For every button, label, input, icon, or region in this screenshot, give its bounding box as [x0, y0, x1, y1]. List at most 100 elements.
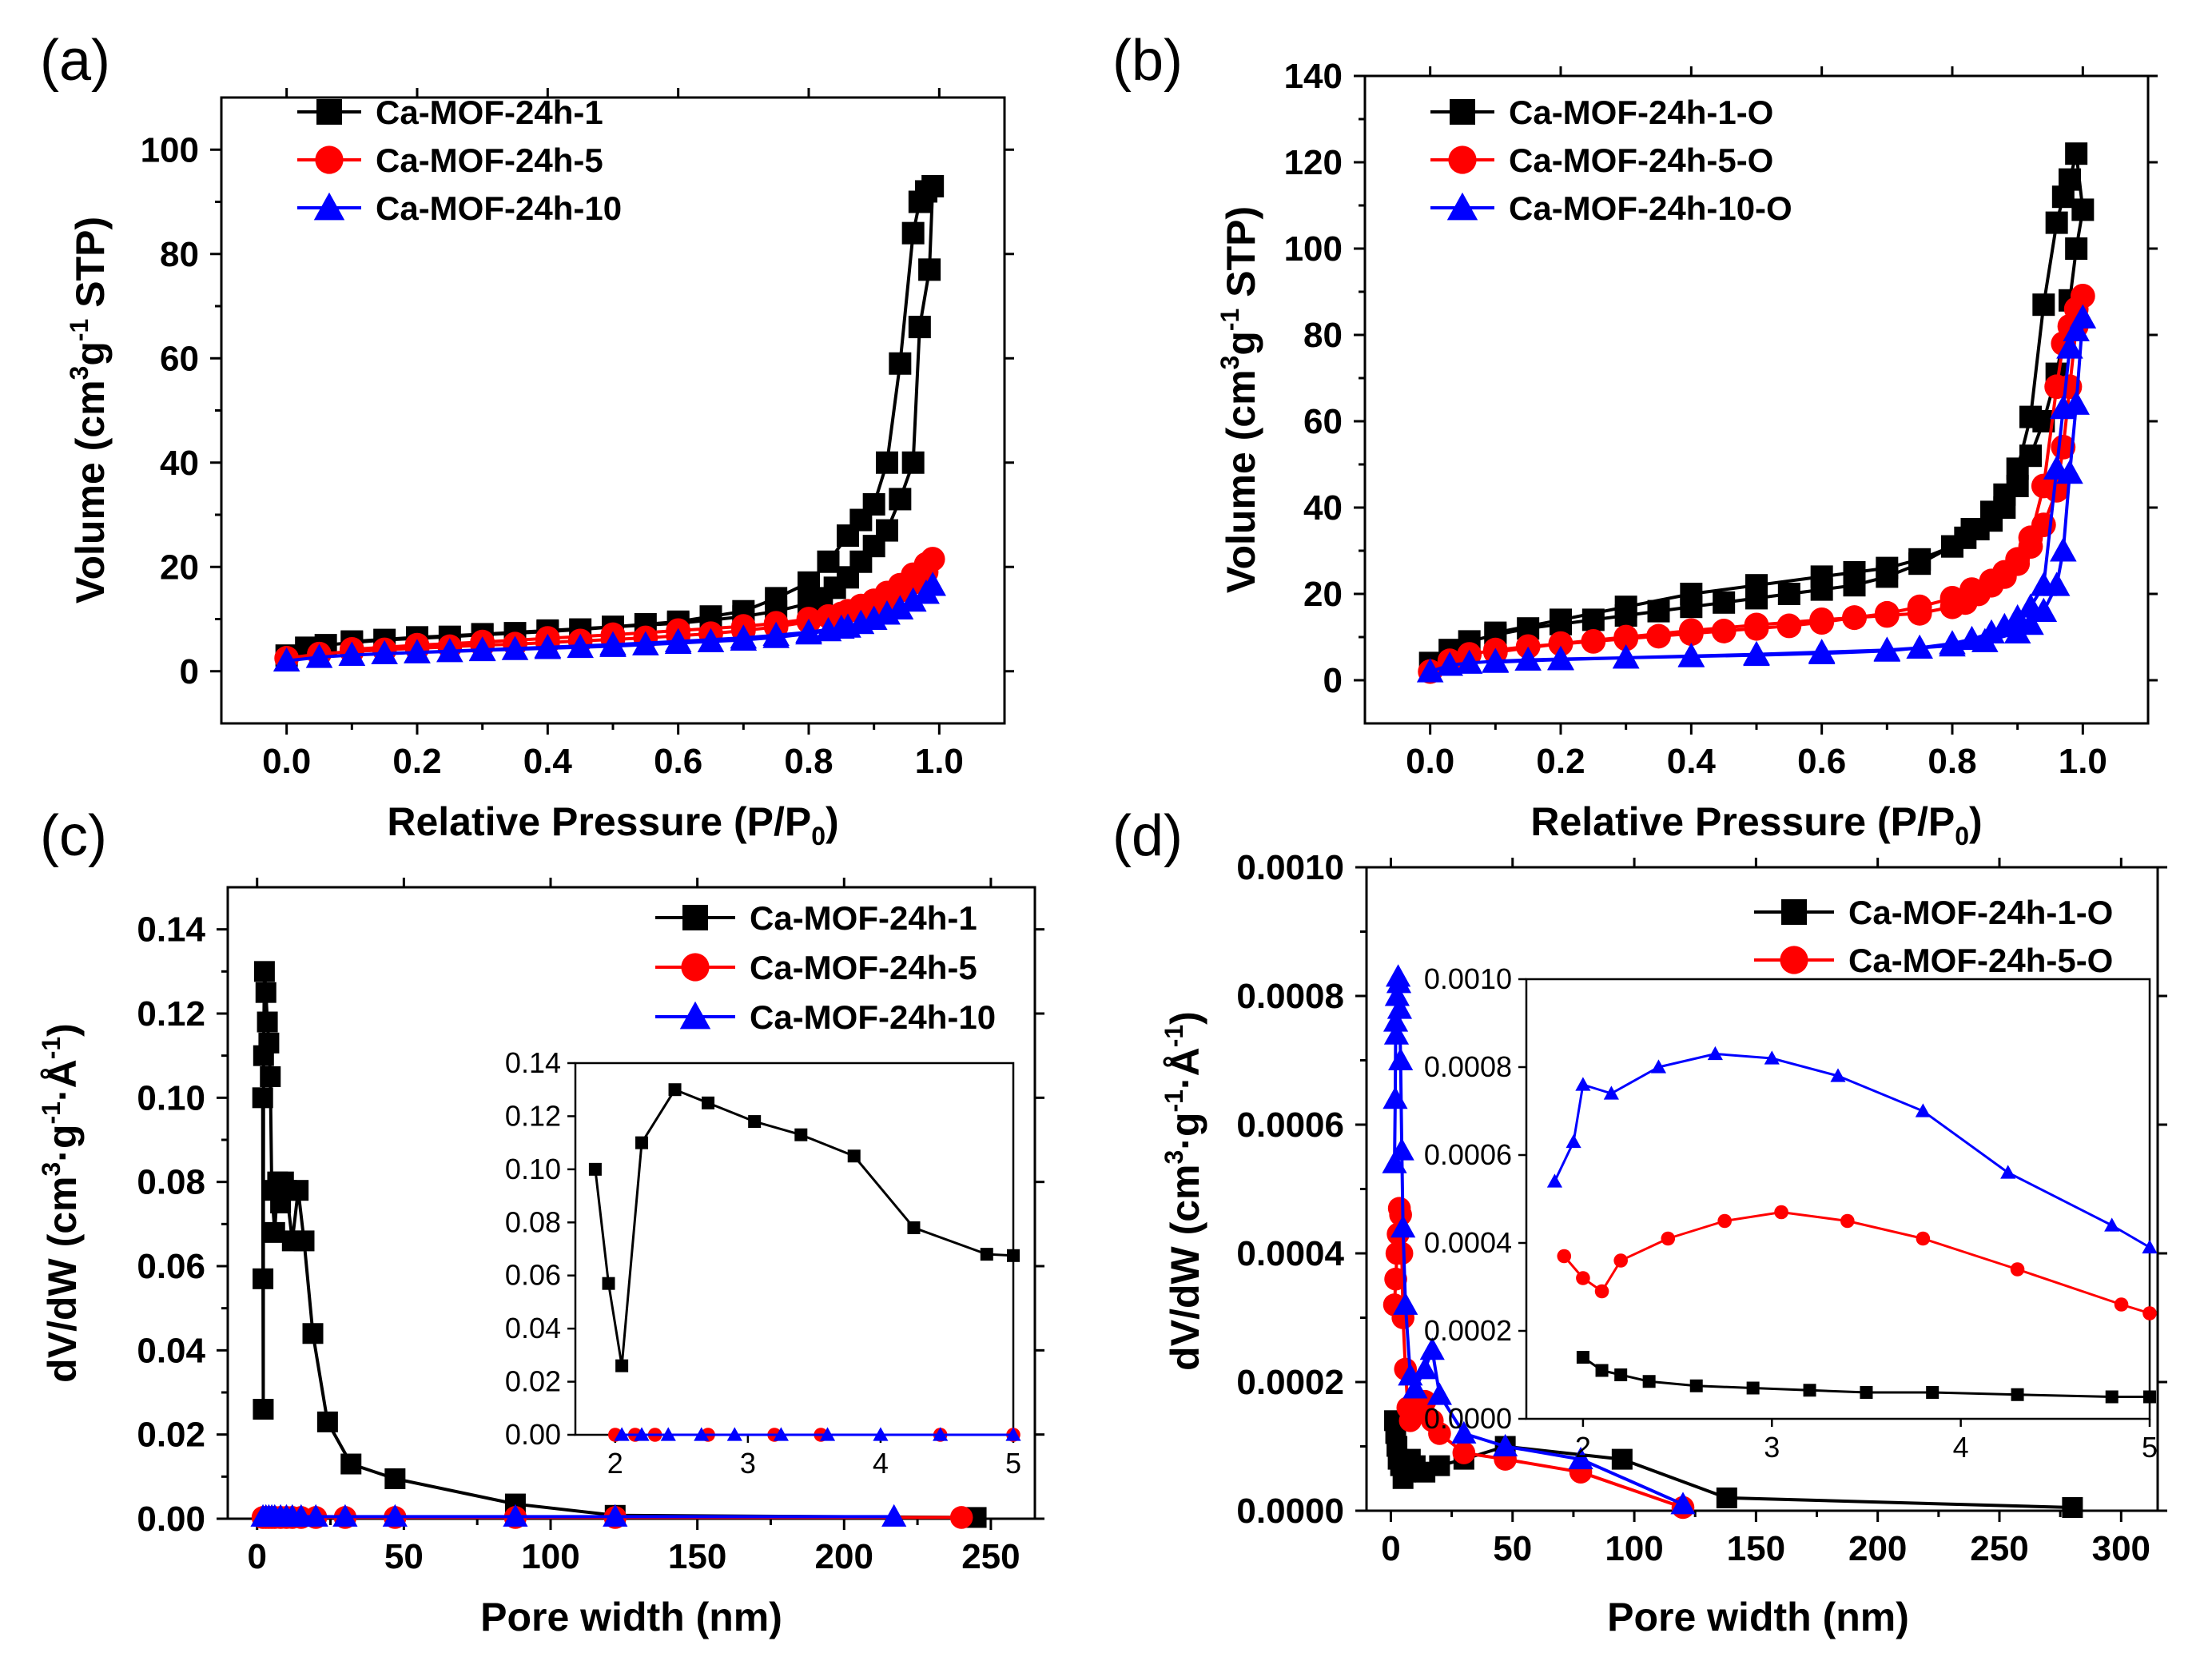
data-point — [1906, 634, 1933, 659]
inset-data-point — [2114, 1297, 2129, 1312]
y-tick-label: 20 — [160, 548, 199, 587]
data-point — [817, 550, 840, 573]
data-point — [1547, 646, 1574, 671]
data-point — [382, 1504, 408, 1527]
data-point — [260, 1066, 281, 1087]
inset-data-point — [1707, 1046, 1723, 1061]
y-tick-label: 60 — [1303, 402, 1343, 441]
data-point — [889, 488, 912, 511]
y-tick-label: 0.06 — [137, 1247, 205, 1286]
data-point — [1436, 651, 1463, 676]
data-point — [332, 1504, 358, 1527]
data-point — [1383, 1022, 1410, 1045]
inset-y-tick-label: 0.0010 — [1424, 962, 1512, 995]
inset-y-tick-label: 0.0002 — [1424, 1314, 1512, 1347]
inset-y-tick-label: 0.0008 — [1424, 1050, 1512, 1083]
y-tick-label: 0.08 — [137, 1163, 205, 1202]
data-point — [1568, 1447, 1593, 1470]
inset-data-point — [2143, 1390, 2156, 1404]
data-point — [949, 1506, 973, 1529]
data-point — [1670, 1492, 1696, 1515]
x-tick-label: 0 — [1381, 1529, 1400, 1568]
inset-x-tick-label: 4 — [873, 1447, 889, 1480]
legend-marker — [1781, 899, 1807, 925]
data-point — [1412, 1356, 1438, 1380]
data-point — [2018, 534, 2043, 559]
legend-label: Ca-MOF-24h-5-O — [1848, 942, 2113, 979]
x-tick-label: 100 — [1605, 1529, 1663, 1568]
data-point — [1647, 599, 1670, 623]
inset-data-point — [1575, 1077, 1591, 1091]
inset-series-line — [594, 1088, 1014, 1368]
data-point — [1971, 627, 1999, 652]
y-tick-label: 0.04 — [137, 1331, 205, 1370]
y-tick-label: 0.00 — [137, 1500, 205, 1539]
inset-data-point — [794, 1128, 808, 1141]
panel-a: 0.0 0.2 0.4 0.6 0.8 1.0 0 20 40 60 80 100 (a) Relativ… — [40, 29, 1014, 850]
data-point — [913, 580, 940, 604]
data-point — [340, 1453, 362, 1475]
data-point — [2044, 478, 2070, 503]
panel-c: 0 50 100 150 200 250 0.00 0.02 0.04 0.06 0.08 0.10 0… — [37, 804, 1044, 1639]
data-point — [1939, 632, 1966, 657]
data-point — [371, 639, 398, 665]
data-point — [1389, 1203, 1412, 1226]
inset-x-tick-label: 4 — [1953, 1431, 1969, 1464]
data-point — [1482, 648, 1510, 673]
inset-data-point — [634, 1427, 650, 1441]
data-point — [2030, 597, 2058, 623]
legend-marker — [316, 99, 342, 125]
data-point — [288, 1180, 309, 1201]
inset-data-point — [702, 1096, 715, 1109]
inset-data-point — [1689, 1379, 1703, 1392]
data-point — [664, 627, 692, 652]
x-tick-label: 150 — [668, 1537, 726, 1576]
data-point — [881, 1504, 907, 1527]
inset-data-point — [773, 1427, 789, 1441]
inset-data-point — [635, 1136, 649, 1149]
inset-data-point — [1614, 1368, 1628, 1381]
data-point — [2045, 211, 2068, 234]
data-point — [918, 258, 941, 281]
inset-x-tick-label: 5 — [2142, 1431, 2158, 1464]
data-point — [2056, 460, 2083, 484]
data-point — [1745, 574, 1768, 597]
inset-data-point — [873, 1427, 889, 1441]
x-tick-label: 0.2 — [1536, 742, 1585, 781]
data-point — [697, 627, 725, 652]
inset-y-tick-label: 0.14 — [505, 1046, 561, 1079]
panel-label: (d) — [1112, 804, 1183, 868]
data-point — [1550, 608, 1572, 631]
legend-marker — [1780, 946, 1808, 974]
inset-data-point — [694, 1427, 710, 1441]
inset-y-tick-label: 0.0004 — [1424, 1226, 1512, 1259]
data-point — [253, 961, 275, 982]
data-point — [1452, 1441, 1476, 1464]
inset-data-point — [980, 1248, 993, 1261]
y-tick-label: 0.0010 — [1236, 848, 1344, 887]
data-point — [273, 647, 300, 672]
inset-plot: 2 3 4 5 0.0000 0.0002 0.0004 0.0006 0.0008 0.0010 — [1424, 962, 2158, 1464]
y-tick-label: 140 — [1284, 57, 1343, 96]
data-point — [1612, 644, 1640, 669]
data-point — [258, 1032, 280, 1054]
data-point — [1613, 624, 1639, 650]
data-point — [2050, 537, 2077, 562]
data-point — [2065, 142, 2088, 165]
x-axis-label: Relative Pressure (P/P0) — [1530, 799, 1982, 850]
inset-data-point — [2104, 1217, 2120, 1232]
inset-data-point — [819, 1427, 836, 1441]
legend-marker — [681, 953, 710, 982]
x-axis-label: Pore width (nm) — [1607, 1595, 1909, 1639]
data-point — [2070, 284, 2095, 309]
inset-data-point — [1926, 1386, 1939, 1399]
legend-marker — [313, 192, 345, 221]
data-point — [2003, 619, 2031, 644]
data-point — [1873, 636, 1901, 661]
inset-data-point — [933, 1427, 949, 1441]
data-point — [534, 633, 562, 659]
y-axis-label: dV/dW (cm3·g-1·Å-1) — [1160, 1011, 1207, 1371]
y-tick-label: 0.0006 — [1236, 1105, 1344, 1145]
data-point — [1876, 556, 1899, 580]
inset-data-point — [1661, 1231, 1676, 1246]
